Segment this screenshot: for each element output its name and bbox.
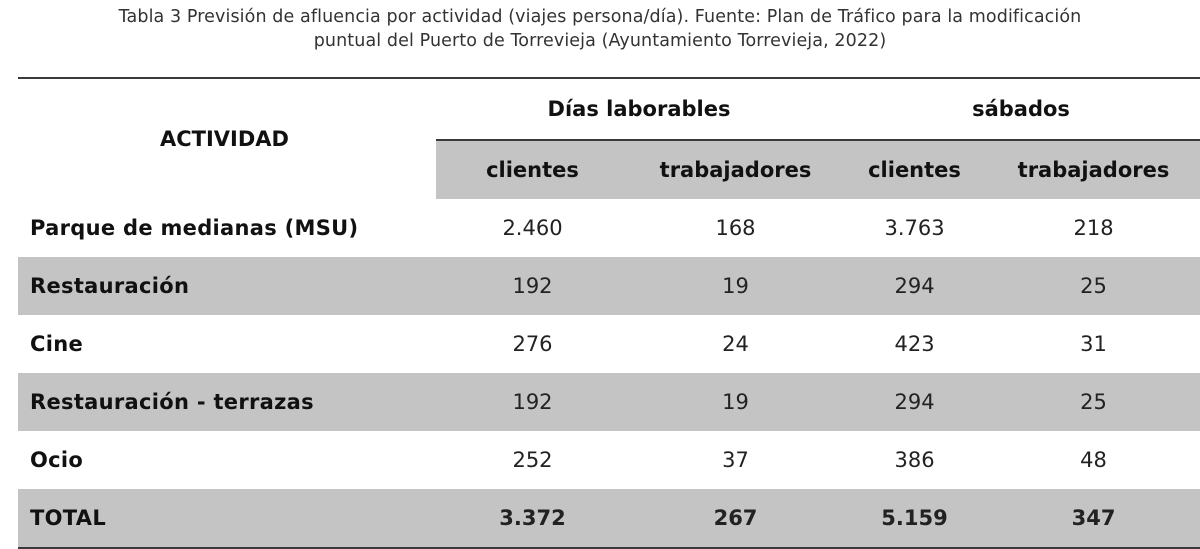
total-cell: 267 xyxy=(629,489,843,548)
total-cell: 3.372 xyxy=(436,489,629,548)
table-cell: 19 xyxy=(629,257,843,315)
group-header-weekdays: Días laborables xyxy=(436,78,843,141)
total-cell: 347 xyxy=(987,489,1200,548)
row-label: Parque de medianas (MSU) xyxy=(30,216,359,240)
table-cell: 192 xyxy=(436,373,629,431)
table-cell: 48 xyxy=(1080,448,1107,472)
table-cell: 386 xyxy=(894,448,935,472)
total-row: TOTAL 3.372 267 5.159 347 xyxy=(18,489,1200,548)
table-row: Restauración - terrazas 192 19 294 25 xyxy=(18,373,1200,431)
table-cell: 3.763 xyxy=(884,216,945,240)
subheader-saturday-workers: trabajadores xyxy=(987,140,1200,199)
table-cell: 25 xyxy=(987,257,1200,315)
table-cell: 168 xyxy=(715,216,756,240)
total-label: TOTAL xyxy=(18,489,436,548)
total-cell: 5.159 xyxy=(842,489,988,548)
caption-line-2: puntual del Puerto de Torrevieja (Ayunta… xyxy=(313,31,887,51)
table-row: Cine 276 24 423 31 xyxy=(18,315,1200,373)
table-cell: 276 xyxy=(512,332,553,356)
table-row: Parque de medianas (MSU) 2.460 168 3.763… xyxy=(18,199,1200,257)
table-cell: 423 xyxy=(894,332,935,356)
table-cell: 2.460 xyxy=(502,216,563,240)
group-header-saturdays: sábados xyxy=(842,78,1200,141)
table-caption: Tabla 3 Previsión de afluencia por activ… xyxy=(0,5,1200,53)
row-label: Restauración - terrazas xyxy=(18,373,436,431)
row-label: Cine xyxy=(30,332,84,356)
table-cell: 37 xyxy=(722,448,749,472)
table-cell: 294 xyxy=(842,257,988,315)
table-row: Restauración 192 19 294 25 xyxy=(18,257,1200,315)
row-label: Ocio xyxy=(30,448,84,472)
table-cell: 192 xyxy=(436,257,629,315)
table-cell: 31 xyxy=(1080,332,1107,356)
subheader-weekday-clients: clientes xyxy=(436,140,629,199)
table-cell: 25 xyxy=(987,373,1200,431)
affluence-table: ACTIVIDAD Días laborables sábados client… xyxy=(18,77,1200,549)
table-cell: 294 xyxy=(842,373,988,431)
table-cell: 252 xyxy=(512,448,553,472)
subheader-saturday-clients: clientes xyxy=(842,140,988,199)
table-cell: 218 xyxy=(1073,216,1114,240)
subheader-weekday-workers: trabajadores xyxy=(629,140,843,199)
row-label: Restauración xyxy=(18,257,436,315)
table-row: Ocio 252 37 386 48 xyxy=(18,431,1200,489)
table-cell: 24 xyxy=(722,332,749,356)
activity-header: ACTIVIDAD xyxy=(160,127,289,151)
table-cell: 19 xyxy=(629,373,843,431)
caption-line-1: Tabla 3 Previsión de afluencia por activ… xyxy=(118,7,1082,27)
